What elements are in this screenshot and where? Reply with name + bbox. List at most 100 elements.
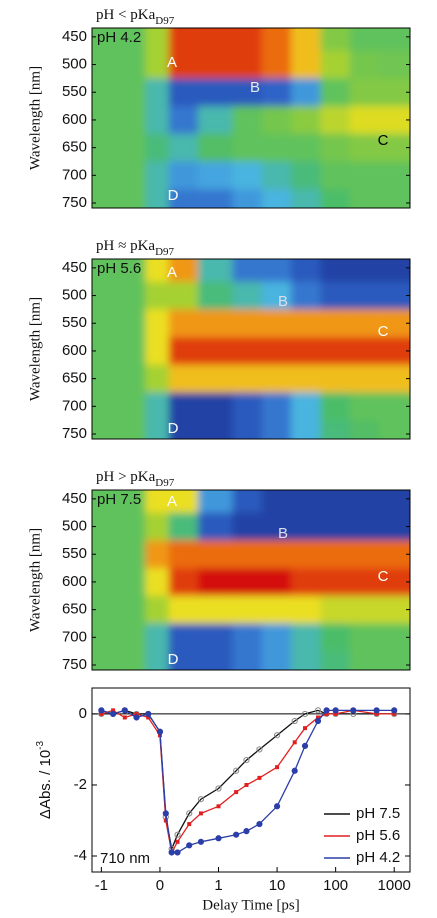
plot-frame: [91, 687, 411, 873]
heatmap-cell: [145, 133, 170, 162]
heatmap-cell: [291, 651, 321, 670]
heatmap-cell: [198, 512, 233, 541]
heatmap-cell: [261, 106, 292, 135]
marker: [111, 708, 116, 713]
heatmap-cell: [261, 161, 292, 190]
marker: [215, 835, 222, 842]
heatmap-cell: [198, 50, 233, 79]
heatmap-cell: [168, 420, 199, 439]
heatmap-cell: [349, 281, 380, 310]
x-axis-label: Delay Time [ps]: [202, 897, 300, 913]
marker: [133, 714, 140, 721]
heatmap-cell: [92, 189, 117, 208]
marker: [324, 711, 329, 716]
chart-title: pH < pKaD97: [96, 7, 175, 26]
heatmap-cell: [116, 623, 146, 652]
heatmap-cell: [92, 106, 117, 135]
y-axis-label: Wavelength [nm]: [27, 297, 43, 401]
heatmap-cell: [198, 133, 233, 162]
x-tick-label: 100: [323, 877, 348, 894]
heatmap-cell: [232, 651, 263, 670]
heatmap-cell: [261, 309, 292, 338]
heatmap-cell: [320, 281, 351, 310]
marker: [292, 740, 297, 745]
marker: [333, 711, 338, 716]
marker: [156, 728, 164, 735]
marker: [244, 782, 249, 787]
heatmap-cell: [116, 281, 146, 310]
heatmap-cell: [145, 420, 170, 439]
heatmap-cell: [261, 392, 292, 421]
marker: [273, 803, 281, 810]
marker: [243, 828, 250, 835]
heatmap-cells: [92, 490, 410, 670]
annotation: D: [168, 187, 179, 204]
heatmap-cell: [116, 189, 146, 208]
heatmap-cell: [92, 512, 117, 541]
marker: [134, 711, 139, 716]
heatmap-cell: [198, 189, 233, 208]
heatmap-cell: [145, 50, 170, 79]
x-tick-label: 10: [269, 877, 286, 894]
heatmap-cell: [92, 568, 117, 597]
heatmap-cell: [116, 512, 146, 541]
y-tick-label: 450: [62, 28, 87, 45]
y-tick-label: 600: [62, 111, 87, 128]
heatmap-cell: [198, 420, 233, 439]
marker: [122, 715, 127, 720]
marker: [392, 711, 397, 716]
heatmap-cell: [92, 28, 117, 52]
annotation: C: [378, 323, 389, 340]
marker: [174, 831, 181, 838]
heatmap-cell: [378, 161, 410, 190]
heatmap-cell: [92, 78, 117, 107]
heatmap-cell: [232, 568, 263, 597]
heatmap-cell: [320, 568, 351, 597]
heatmap-cell: [378, 259, 410, 283]
heatmap-cell: [378, 78, 410, 107]
annotation: C: [378, 568, 389, 585]
annotation: 710 nm: [100, 850, 150, 867]
marker: [216, 804, 221, 809]
heatmap-cell: [232, 309, 263, 338]
heatmap-cell: [232, 78, 263, 107]
heatmap-cell: [261, 595, 292, 624]
heatmap-cell: [92, 420, 117, 439]
marker: [314, 707, 322, 714]
heatmap-cell: [378, 364, 410, 393]
heatmap-cell: [349, 133, 380, 162]
heatmap-cell: [168, 651, 199, 670]
heatmap-cell: [378, 651, 410, 670]
heatmap-cell: [291, 490, 321, 514]
marker: [98, 707, 105, 714]
heatmap-cell: [349, 420, 380, 439]
heatmap-cell: [232, 595, 263, 624]
heatmap: [92, 259, 410, 439]
heatmap-cell: [291, 281, 321, 310]
heatmap-cell: [232, 392, 263, 421]
marker: [168, 849, 175, 856]
y-axis-label: ΔAbs. / 10-3: [35, 741, 54, 820]
heatmap-cell: [349, 259, 380, 283]
y-axis-label: Wavelength [nm]: [27, 528, 43, 632]
marker: [175, 839, 180, 844]
marker: [314, 717, 322, 725]
heatmap-cells: [92, 259, 410, 439]
heatmap-cell: [145, 595, 170, 624]
heatmap-cell: [198, 78, 233, 107]
heatmap-cell: [291, 133, 321, 162]
heatmap-cell: [378, 623, 410, 652]
y-tick-label: 600: [62, 573, 87, 590]
heatmap-cell: [116, 50, 146, 79]
heatmap-cell: [92, 133, 117, 162]
heatmap-cell: [232, 281, 263, 310]
heatmap-cell: [168, 189, 199, 208]
heatmap-cell: [145, 309, 170, 338]
heatmap-cell: [320, 392, 351, 421]
heatmap-cell: [232, 259, 263, 283]
heatmap-cell: [232, 420, 263, 439]
heatmap-cell: [291, 568, 321, 597]
marker: [146, 715, 151, 720]
marker: [332, 707, 339, 714]
